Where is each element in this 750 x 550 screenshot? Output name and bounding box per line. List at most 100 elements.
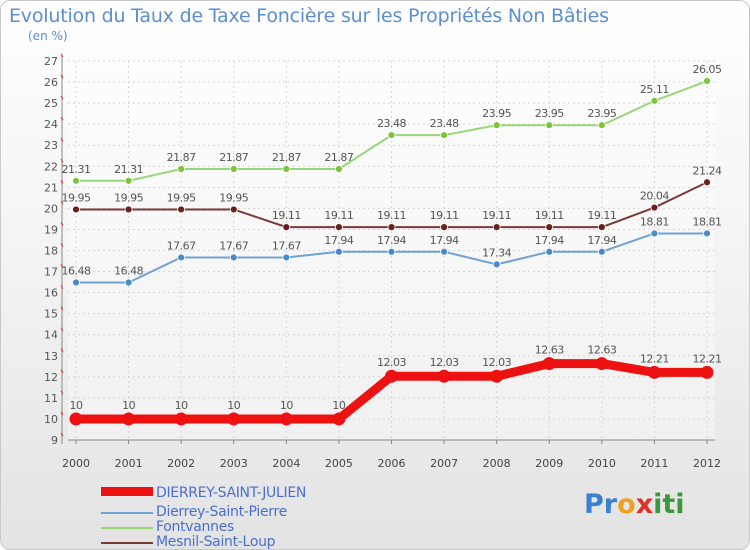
y-minor-tick [60, 53, 64, 58]
data-point [440, 223, 448, 232]
y-minor-tick [60, 74, 64, 79]
y-tick-label: 15 [44, 308, 58, 321]
data-label: 19.11 [535, 209, 564, 222]
logo-letter: i [653, 489, 663, 520]
logo-letter: t [662, 489, 676, 520]
data-label: 21.31 [62, 163, 91, 176]
proxiti-logo[interactable]: Proxiti [584, 489, 685, 520]
data-label: 10 [175, 399, 188, 412]
x-tick-label: 2011 [640, 457, 668, 470]
data-point [387, 223, 396, 232]
data-point [703, 178, 711, 187]
data-point [335, 247, 343, 256]
y-tick-label: 22 [44, 160, 58, 173]
data-point [177, 165, 186, 173]
data-label: 19.11 [482, 209, 511, 222]
y-tick-label: 11 [44, 392, 58, 405]
y-minor-tick [60, 159, 64, 163]
logo-letter: x [635, 489, 654, 520]
data-label: 20.04 [640, 190, 669, 203]
data-point [647, 365, 661, 379]
data-point [545, 247, 554, 256]
y-tick-label: 14 [44, 329, 58, 342]
data-label: 17.94 [377, 234, 406, 247]
data-label: 19.11 [324, 209, 353, 222]
data-point [440, 131, 448, 140]
y-minor-tick [60, 411, 64, 416]
y-minor-tick [60, 243, 64, 247]
data-label: 23.95 [482, 107, 511, 120]
y-minor-tick [60, 264, 64, 268]
data-label: 17.67 [219, 239, 248, 252]
data-label: 18.81 [640, 215, 669, 228]
x-tick-label: 2004 [272, 457, 300, 470]
data-label: 23.95 [587, 107, 616, 120]
y-minor-tick [60, 137, 64, 142]
x-tick-label: 2010 [588, 457, 616, 470]
data-point [229, 205, 238, 214]
data-point [227, 412, 241, 426]
data-label: 21.87 [219, 151, 248, 164]
data-point [69, 412, 83, 426]
legend-swatch [101, 487, 153, 496]
data-point [282, 253, 291, 262]
data-point [124, 278, 133, 287]
data-label: 17.67 [272, 239, 301, 252]
data-point [703, 229, 711, 238]
data-label: 10 [70, 399, 83, 412]
data-label: 12.03 [377, 356, 406, 369]
data-label: 19.95 [62, 191, 91, 204]
y-tick-label: 26 [44, 76, 58, 89]
y-minor-tick [60, 348, 64, 353]
data-point [72, 176, 80, 185]
data-point [545, 121, 554, 130]
data-label: 16.48 [62, 265, 91, 278]
data-point [72, 278, 80, 287]
data-label: 10 [227, 399, 240, 412]
data-label: 17.94 [430, 234, 459, 247]
data-point [332, 412, 346, 426]
x-tick-label: 2002 [167, 457, 195, 470]
data-point [490, 369, 504, 383]
data-point [177, 253, 186, 262]
data-point [492, 223, 501, 232]
data-point [650, 203, 659, 212]
data-label: 19.95 [114, 191, 143, 204]
data-label: 17.94 [587, 234, 616, 247]
y-minor-tick [60, 201, 64, 205]
data-label: 10 [332, 399, 345, 412]
data-label: 17.67 [167, 239, 196, 252]
legend-label: Mesnil-Saint-Loup [156, 534, 276, 550]
data-point [124, 176, 133, 185]
x-tick-label: 2008 [483, 457, 511, 470]
data-point [700, 365, 714, 379]
data-point [335, 223, 343, 232]
logo-letter: i [675, 489, 685, 520]
data-point [229, 165, 238, 173]
y-tick-label: 18 [44, 245, 58, 258]
data-point [174, 412, 188, 426]
y-tick-label: 10 [44, 413, 58, 426]
data-label: 12.21 [640, 352, 669, 365]
y-minor-tick [60, 285, 64, 289]
legend-label: Dierrey-Saint-Pierre [156, 504, 287, 520]
y-minor-tick [60, 390, 64, 395]
data-label: 12.63 [535, 344, 564, 357]
y-tick-label: 25 [44, 97, 58, 110]
data-label: 23.48 [430, 117, 459, 130]
data-label: 12.03 [430, 356, 459, 369]
data-label: 21.24 [693, 164, 722, 177]
data-point [387, 131, 396, 140]
data-point [385, 369, 398, 383]
data-label: 21.87 [324, 151, 353, 164]
data-label: 19.11 [377, 209, 406, 222]
data-point [545, 223, 554, 232]
data-label: 19.11 [272, 209, 301, 222]
data-point [122, 412, 136, 426]
logo-letter: P [584, 489, 604, 520]
data-point [542, 357, 556, 371]
y-tick-label: 12 [44, 371, 58, 384]
x-tick-label: 2009 [535, 457, 563, 470]
y-minor-tick [60, 369, 64, 374]
x-tick-label: 2001 [115, 457, 143, 470]
